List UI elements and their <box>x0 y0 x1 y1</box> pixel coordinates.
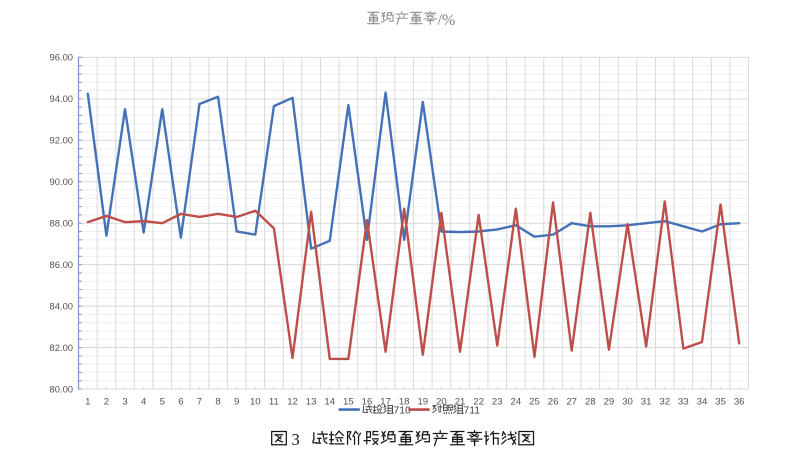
svg-text:9: 9 <box>234 397 239 408</box>
svg-text:90.00: 90.00 <box>50 176 73 187</box>
svg-text:11: 11 <box>269 397 279 408</box>
svg-text:4: 4 <box>141 397 147 408</box>
svg-text:15: 15 <box>343 397 354 408</box>
svg-text:31: 31 <box>641 397 652 408</box>
svg-text:30: 30 <box>622 397 633 408</box>
svg-text:3: 3 <box>122 397 127 408</box>
svg-text:88.00: 88.00 <box>50 218 73 229</box>
svg-text:86.00: 86.00 <box>50 259 73 270</box>
svg-text:82.00: 82.00 <box>50 342 73 353</box>
svg-text:35: 35 <box>715 397 726 408</box>
svg-text:84.00: 84.00 <box>50 300 73 311</box>
svg-text:26: 26 <box>548 397 559 408</box>
svg-text:8: 8 <box>215 397 220 408</box>
svg-text:92.00: 92.00 <box>50 135 73 146</box>
svg-text:3: 3 <box>292 430 300 449</box>
svg-text:10: 10 <box>250 397 261 408</box>
svg-text:24: 24 <box>511 397 522 408</box>
svg-text:27: 27 <box>566 397 577 408</box>
svg-text:23: 23 <box>492 397 503 408</box>
svg-text:29: 29 <box>604 397 615 408</box>
svg-text:6: 6 <box>178 397 183 408</box>
svg-text:2: 2 <box>104 397 109 408</box>
svg-text:5: 5 <box>160 397 165 408</box>
svg-text:711: 711 <box>464 405 481 416</box>
svg-text:13: 13 <box>306 397 317 408</box>
svg-text:12: 12 <box>287 397 298 408</box>
svg-text:28: 28 <box>585 397 596 408</box>
svg-text:94.00: 94.00 <box>50 93 73 104</box>
svg-text:/%: /% <box>438 12 456 29</box>
svg-text:96.00: 96.00 <box>50 52 73 63</box>
svg-text:20: 20 <box>436 397 447 408</box>
svg-text:14: 14 <box>324 397 335 408</box>
svg-text:25: 25 <box>529 397 540 408</box>
svg-text:32: 32 <box>659 397 670 408</box>
svg-text:80.00: 80.00 <box>50 383 73 394</box>
svg-text:36: 36 <box>734 397 745 408</box>
svg-text:34: 34 <box>697 397 708 408</box>
svg-text:7: 7 <box>197 397 202 408</box>
svg-text:19: 19 <box>417 397 428 408</box>
svg-text:1: 1 <box>85 397 90 408</box>
svg-text:33: 33 <box>678 397 689 408</box>
